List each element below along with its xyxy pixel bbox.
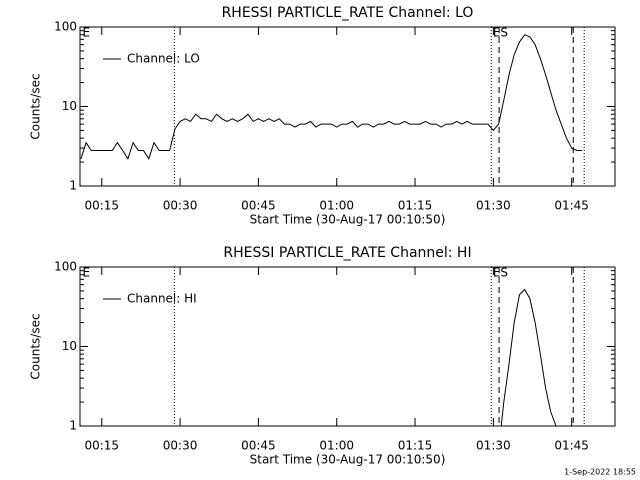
x-tick-label: 01:45 — [554, 199, 589, 213]
x-tick-label: 00:15 — [84, 199, 119, 213]
y-tick-label: 1 — [69, 419, 77, 433]
y-tick-label: 1 — [69, 179, 77, 193]
y-axis-label: Counts/sec — [29, 73, 43, 139]
x-tick-label: 01:30 — [476, 439, 511, 453]
y-tick-label: 100 — [54, 20, 77, 34]
chart-title: RHESSI PARTICLE_RATE Channel: HI — [223, 245, 471, 261]
timestamp: 1-Sep-2022 18:55 — [564, 468, 636, 477]
x-tick-label: 01:00 — [319, 439, 354, 453]
x-axis-label: Start Time (30-Aug-17 00:10:50) — [250, 453, 446, 467]
legend-label: Channel: LO — [127, 52, 200, 66]
legend-label: Channel: HI — [127, 292, 197, 306]
x-tick-label: 01:30 — [476, 199, 511, 213]
annotation: E — [82, 266, 90, 280]
x-tick-label: 00:30 — [163, 439, 198, 453]
y-tick-label: 10 — [62, 339, 77, 353]
y-tick-label: 10 — [62, 99, 77, 113]
x-tick-label: 01:15 — [398, 439, 433, 453]
x-tick-label: 01:15 — [398, 199, 433, 213]
data-line — [80, 34, 583, 160]
chart-title: RHESSI PARTICLE_RATE Channel: LO — [222, 5, 474, 21]
annotation: ES — [493, 266, 508, 280]
y-tick-label: 100 — [54, 260, 77, 274]
x-tick-label: 00:15 — [84, 439, 119, 453]
x-tick-label: 01:45 — [554, 439, 589, 453]
x-tick-label: 00:45 — [241, 199, 276, 213]
x-tick-label: 01:00 — [319, 199, 354, 213]
y-axis-label: Counts/sec — [29, 313, 43, 379]
data-line — [500, 288, 557, 426]
x-tick-label: 00:45 — [241, 439, 276, 453]
annotation: ES — [493, 26, 508, 40]
x-axis-label: Start Time (30-Aug-17 00:10:50) — [250, 213, 446, 227]
annotation: E — [82, 26, 90, 40]
x-tick-label: 00:30 — [163, 199, 198, 213]
